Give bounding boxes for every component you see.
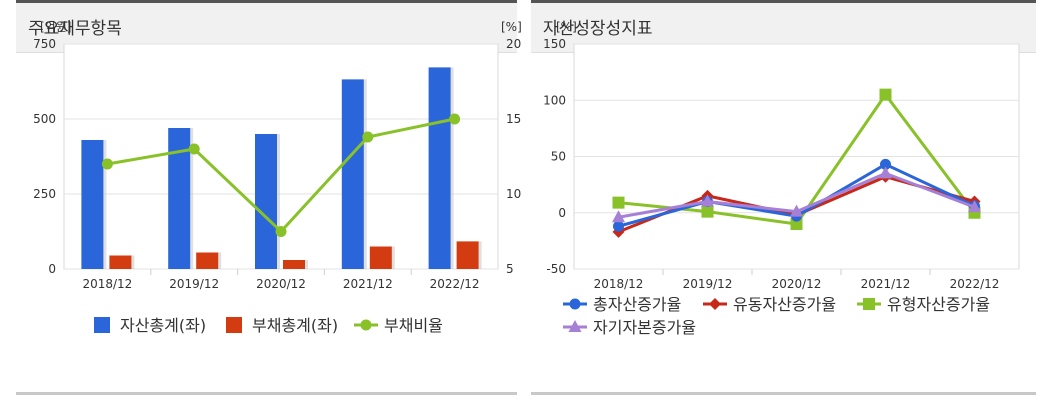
asset-growth-panel: 자산성장성지표 -50 0 50 100 150 [%] 2018/12 2019/12 202… xyxy=(531,0,1036,395)
x-tick-label: 2018/12 xyxy=(82,277,132,291)
x-tick-label: 2020/12 xyxy=(256,277,306,291)
liability-total-bar xyxy=(456,241,479,269)
left-axis-unit: [억원] xyxy=(40,20,71,34)
y-axis-unit: [%] xyxy=(556,20,577,34)
legend-label: 총자산증가율 xyxy=(593,295,681,314)
equity-growth-point xyxy=(790,204,803,217)
y-tick-label-right: 20 xyxy=(506,37,521,51)
equity-growth-point xyxy=(879,166,892,179)
asset-total-bar xyxy=(168,128,191,269)
legend-swatch xyxy=(226,317,242,333)
x-tick-label: 2020/12 xyxy=(772,277,822,291)
x-tick-label: 2019/12 xyxy=(683,277,733,291)
tangible-asset-growth-point xyxy=(879,88,892,101)
y-tick-label-left: 750 xyxy=(33,37,56,51)
y-tick-label: 100 xyxy=(543,93,566,107)
liability-total-bar xyxy=(109,255,132,269)
y-tick-label-right: 10 xyxy=(506,187,521,201)
debt-ratio-point xyxy=(449,113,461,125)
tangible-asset-growth-point xyxy=(790,218,803,230)
tangible-asset-growth-point xyxy=(612,196,625,209)
legend-label: 부채비율 xyxy=(384,316,443,335)
liability-total-bar xyxy=(196,252,219,269)
y-tick-label: -50 xyxy=(546,262,566,276)
equity-growth-point xyxy=(612,210,625,223)
asset-total-bar xyxy=(428,67,451,270)
legend-label: 유형자산증가율 xyxy=(887,295,990,314)
total-asset-growth-point xyxy=(880,158,891,170)
legend-marker xyxy=(569,298,581,310)
asset-total-bar xyxy=(255,134,277,269)
tangible-asset-growth-point xyxy=(701,205,714,218)
y-tick-label-left: 0 xyxy=(48,262,56,276)
financial-items-chart: 0 250 500 750 5 10 15 20 [억원] [%] 2018/12 2019/12 20… xyxy=(33,20,522,335)
debt-ratio-point xyxy=(275,226,287,237)
x-tick-label: 2022/12 xyxy=(950,277,1000,291)
asset-total-bar xyxy=(81,140,104,269)
x-tick-label: 2018/12 xyxy=(594,277,644,291)
debt-ratio-point xyxy=(362,131,374,143)
liability-total-bar xyxy=(369,246,392,269)
equity-growth-point xyxy=(701,194,714,207)
right-axis-unit: [%] xyxy=(501,20,522,34)
legend-label: 자산총계(좌) xyxy=(120,316,206,335)
legend-swatch xyxy=(94,317,110,333)
legend-label: 부채총계(좌) xyxy=(252,316,338,335)
y-tick-label-right: 15 xyxy=(506,112,521,126)
y-tick-label-left: 500 xyxy=(33,112,56,126)
debt-ratio-point xyxy=(188,143,200,155)
y-tick-label-right: 5 xyxy=(506,262,514,276)
asset-total-bar xyxy=(341,79,364,270)
x-tick-label: 2022/12 xyxy=(430,277,480,291)
debt-ratio-point xyxy=(101,158,113,170)
legend-marker xyxy=(568,320,582,332)
asset-growth-chart: -50 0 50 100 150 [%] 2018/12 2019/12 2020/12 2021… xyxy=(543,20,1020,337)
y-tick-label: 50 xyxy=(551,150,566,164)
x-tick-label: 2021/12 xyxy=(343,277,393,291)
legend-marker xyxy=(709,298,721,310)
legend-label: 유동자산증가율 xyxy=(733,295,836,314)
equity-growth-point xyxy=(968,200,981,213)
legend-label: 자기자본증가율 xyxy=(593,318,696,337)
legend-marker xyxy=(360,319,372,331)
y-tick-label: 150 xyxy=(543,37,566,51)
y-tick-label-left: 250 xyxy=(33,187,56,201)
y-tick-label: 0 xyxy=(558,206,566,220)
liability-total-bar xyxy=(283,260,305,269)
financial-items-panel: 주요재무항목 0 250 500 750 5 10 15 20 [억원] [%] 2018/12 20… xyxy=(16,0,522,395)
total-asset-growth-point xyxy=(613,220,624,232)
x-tick-label: 2019/12 xyxy=(169,277,219,291)
legend-marker xyxy=(863,298,875,310)
x-tick-label: 2021/12 xyxy=(861,277,911,291)
